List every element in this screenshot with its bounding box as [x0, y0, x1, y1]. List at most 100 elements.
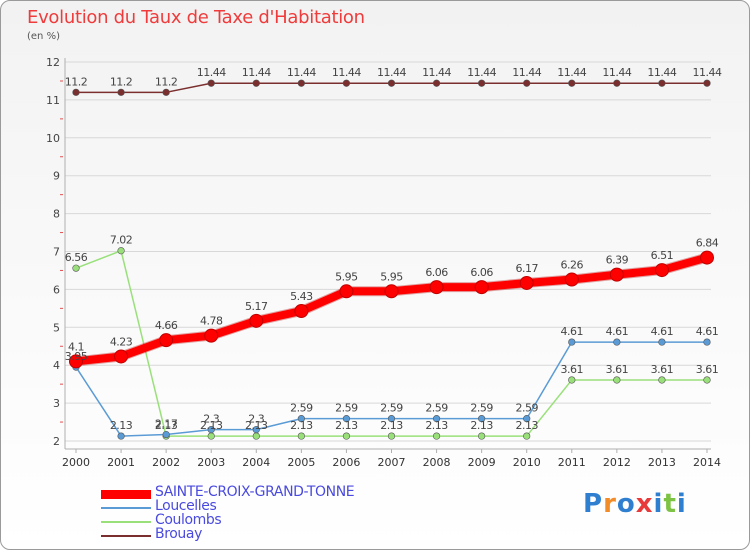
data-point: [703, 338, 711, 346]
data-label: 2.59: [515, 402, 538, 415]
data-label: 4.61: [696, 325, 719, 338]
data-point: [249, 313, 264, 328]
data-label: 5.95: [335, 270, 358, 283]
x-tick-label: 2008: [423, 456, 451, 469]
data-label: 11.44: [377, 66, 406, 79]
logo-letter: i: [676, 489, 687, 519]
y-tick-label: 12: [46, 56, 60, 69]
data-point: [384, 284, 399, 299]
data-point: [519, 275, 534, 290]
gridlines: [65, 61, 711, 442]
data-label: 2.59: [425, 402, 448, 415]
series-0: [69, 250, 714, 369]
data-point: [72, 264, 80, 272]
data-point: [700, 250, 714, 265]
data-labels: 4.1 4.23 4.66 4.78 5.17 5.43 5.95 5.95 6.06 6.06 6…: [65, 66, 723, 432]
x-tick-label: 2006: [332, 456, 360, 469]
data-point: [297, 415, 305, 423]
x-tick-label: 2003: [197, 456, 225, 469]
data-point: [613, 338, 621, 346]
data-label: 2.59: [335, 402, 358, 415]
data-label: 11.44: [602, 66, 631, 79]
data-point: [114, 349, 129, 364]
data-point: [658, 376, 666, 384]
y-tick-label: 10: [46, 132, 60, 145]
data-point: [654, 263, 669, 278]
data-point: [294, 304, 309, 319]
legend-label: Coulombs: [155, 512, 222, 528]
data-point: [613, 79, 621, 87]
data-label: 4.61: [606, 325, 629, 338]
x-tick-label: 2005: [287, 456, 315, 469]
y-tick-label: 6: [53, 283, 60, 296]
data-point: [523, 79, 531, 87]
legend-label: Brouay: [155, 526, 202, 542]
data-label: 2.13: [425, 419, 448, 432]
x-tick-label: 2007: [378, 456, 406, 469]
data-label: 4.61: [651, 325, 674, 338]
chart-title: Evolution du Taux de Taxe d'Habitation: [27, 7, 365, 28]
data-label: 5.17: [245, 300, 268, 313]
data-point: [474, 280, 489, 295]
data-point: [162, 88, 170, 96]
legend-swatch: [101, 535, 151, 537]
data-point: [568, 79, 576, 87]
logo-letter: r: [603, 489, 617, 519]
x-tick-label: 2013: [648, 456, 676, 469]
x-tick-label: 2010: [513, 456, 541, 469]
x-tick-label: 2009: [468, 456, 496, 469]
x-tick-label: 2014: [693, 456, 721, 469]
data-label: 11.44: [467, 66, 496, 79]
logo-letter: o: [616, 489, 636, 519]
data-label: 11.44: [287, 66, 316, 79]
data-label: 6.56: [65, 251, 88, 264]
y-tick-label: 3: [53, 397, 60, 410]
data-label: 6.26: [561, 259, 584, 272]
data-point: [339, 284, 354, 299]
legend-swatch: [101, 507, 151, 509]
y-tick-label: 7: [53, 246, 60, 259]
y-tick-label: 5: [53, 321, 60, 334]
axes: 2 3 4 5 6 7 8 9 10 11 12 2000 2001 2002 2003 2004 2005 20…: [46, 56, 721, 469]
data-point: [429, 280, 444, 295]
data-label: 11.2: [65, 75, 88, 88]
data-label: 2.13: [515, 419, 538, 432]
x-tick-label: 2000: [62, 456, 90, 469]
y-tick-label: 4: [53, 359, 60, 372]
data-label: 11.44: [242, 66, 271, 79]
data-point: [342, 79, 351, 87]
x-tick-label: 2012: [603, 456, 631, 469]
x-tick-label: 2002: [152, 456, 180, 469]
data-label: 2.59: [380, 402, 403, 415]
chart-unit-label: (en %): [27, 31, 60, 42]
data-point: [432, 79, 441, 87]
data-label: 6.17: [515, 262, 538, 275]
data-point: [387, 79, 396, 87]
data-point: [297, 79, 305, 87]
data-point: [478, 415, 486, 423]
data-label: 2.13: [335, 419, 358, 432]
data-point: [159, 333, 174, 348]
data-label: 11.44: [693, 66, 722, 79]
data-label: 2.59: [290, 402, 313, 415]
legend-item: Brouay: [101, 526, 441, 544]
data-point: [703, 79, 711, 87]
data-point: [387, 415, 396, 423]
x-tick-label: 2011: [558, 456, 586, 469]
legend-label: SAINTE-CROIX-GRAND-TONNE: [155, 484, 355, 500]
data-label: 2.13: [155, 419, 178, 432]
data-label: 11.44: [647, 66, 676, 79]
data-point: [564, 272, 579, 287]
data-point: [387, 432, 396, 440]
data-point: [117, 88, 125, 96]
data-label: 2.3: [203, 413, 219, 426]
data-label: 2.59: [470, 402, 493, 415]
data-label: 11.44: [422, 66, 451, 79]
data-point: [117, 432, 125, 440]
data-label: 6.06: [425, 266, 448, 279]
data-point: [478, 79, 486, 87]
data-label: 3.61: [696, 363, 719, 376]
data-point: [207, 432, 215, 440]
data-label: 2.3: [248, 413, 264, 426]
